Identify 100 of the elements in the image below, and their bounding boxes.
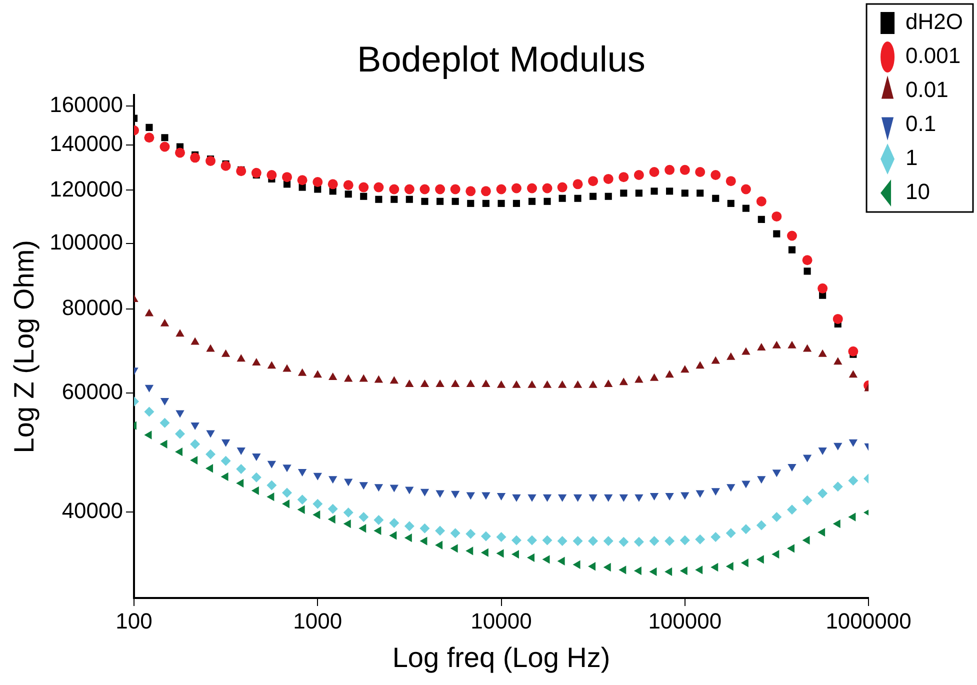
- point: [160, 318, 170, 326]
- point: [740, 184, 751, 194]
- point: [389, 184, 400, 194]
- point: [666, 188, 674, 195]
- point: [558, 380, 567, 388]
- point: [818, 349, 827, 357]
- point: [634, 566, 642, 576]
- point: [557, 182, 568, 192]
- point: [848, 370, 858, 378]
- point: [786, 504, 797, 515]
- point: [773, 230, 780, 238]
- point: [452, 198, 459, 205]
- point: [710, 170, 721, 180]
- point: [190, 439, 200, 450]
- legend-label: 1: [906, 145, 918, 170]
- x-tick-label: 1000: [293, 608, 342, 634]
- point: [358, 182, 369, 192]
- point: [328, 504, 338, 514]
- point: [650, 373, 659, 381]
- point: [710, 532, 721, 542]
- point: [220, 456, 231, 466]
- point: [848, 512, 856, 522]
- point: [695, 566, 703, 574]
- point: [804, 268, 811, 275]
- point: [251, 168, 262, 178]
- point: [236, 478, 244, 488]
- point: [618, 566, 626, 574]
- legend-label: 0.001: [906, 43, 961, 68]
- point: [757, 476, 766, 484]
- point: [160, 398, 170, 406]
- point: [390, 484, 398, 492]
- point: [144, 430, 152, 440]
- point: [344, 190, 352, 198]
- point: [496, 532, 506, 542]
- legend-label: dH2O: [906, 9, 964, 34]
- point: [496, 380, 506, 388]
- point: [206, 344, 215, 352]
- point: [466, 186, 476, 196]
- point: [480, 531, 491, 542]
- point: [664, 164, 675, 175]
- x-tick-label: 1000000: [826, 608, 912, 634]
- point: [496, 549, 504, 558]
- point: [695, 166, 706, 177]
- point: [726, 484, 736, 492]
- point: [343, 180, 354, 190]
- point: [542, 380, 552, 388]
- point: [848, 476, 858, 486]
- y-tick-label: 80000: [62, 294, 124, 320]
- point: [680, 535, 690, 546]
- point: [786, 230, 797, 241]
- point: [650, 492, 659, 500]
- point: [788, 246, 796, 254]
- point: [572, 179, 583, 190]
- point: [220, 472, 228, 482]
- point: [498, 200, 505, 207]
- point: [267, 460, 276, 468]
- point: [740, 558, 748, 568]
- point: [604, 192, 612, 200]
- y-tick-label: 160000: [50, 92, 124, 118]
- point: [528, 198, 536, 205]
- point: [144, 132, 154, 143]
- point: [649, 536, 660, 546]
- point: [834, 357, 842, 365]
- point: [160, 142, 170, 152]
- point: [588, 380, 598, 388]
- point: [603, 562, 611, 572]
- point: [588, 536, 598, 546]
- point: [542, 555, 550, 564]
- point: [496, 492, 506, 500]
- point: [174, 447, 182, 456]
- point: [220, 160, 231, 171]
- y-axis-title: Log Z (Log Ohm): [8, 240, 40, 454]
- point: [435, 526, 446, 536]
- point: [420, 523, 430, 534]
- point: [282, 488, 292, 498]
- point: [757, 342, 766, 350]
- point: [772, 340, 781, 348]
- point: [818, 488, 828, 498]
- point: [313, 370, 322, 378]
- point: [588, 562, 596, 571]
- point: [160, 440, 168, 448]
- point: [328, 476, 338, 484]
- point: [480, 186, 491, 196]
- point: [450, 490, 460, 498]
- point: [635, 190, 642, 197]
- y-tick-label: 140000: [50, 131, 124, 156]
- point: [405, 379, 414, 387]
- legend-label: 0.1: [906, 111, 936, 136]
- point: [174, 148, 185, 158]
- point: [772, 211, 782, 222]
- point: [604, 379, 613, 387]
- point: [404, 521, 414, 532]
- point: [297, 175, 308, 186]
- point: [603, 536, 614, 546]
- point: [343, 519, 351, 528]
- point: [511, 183, 522, 194]
- point: [190, 456, 198, 465]
- point: [572, 536, 583, 546]
- legend-label: 10: [906, 179, 930, 204]
- point: [328, 514, 336, 524]
